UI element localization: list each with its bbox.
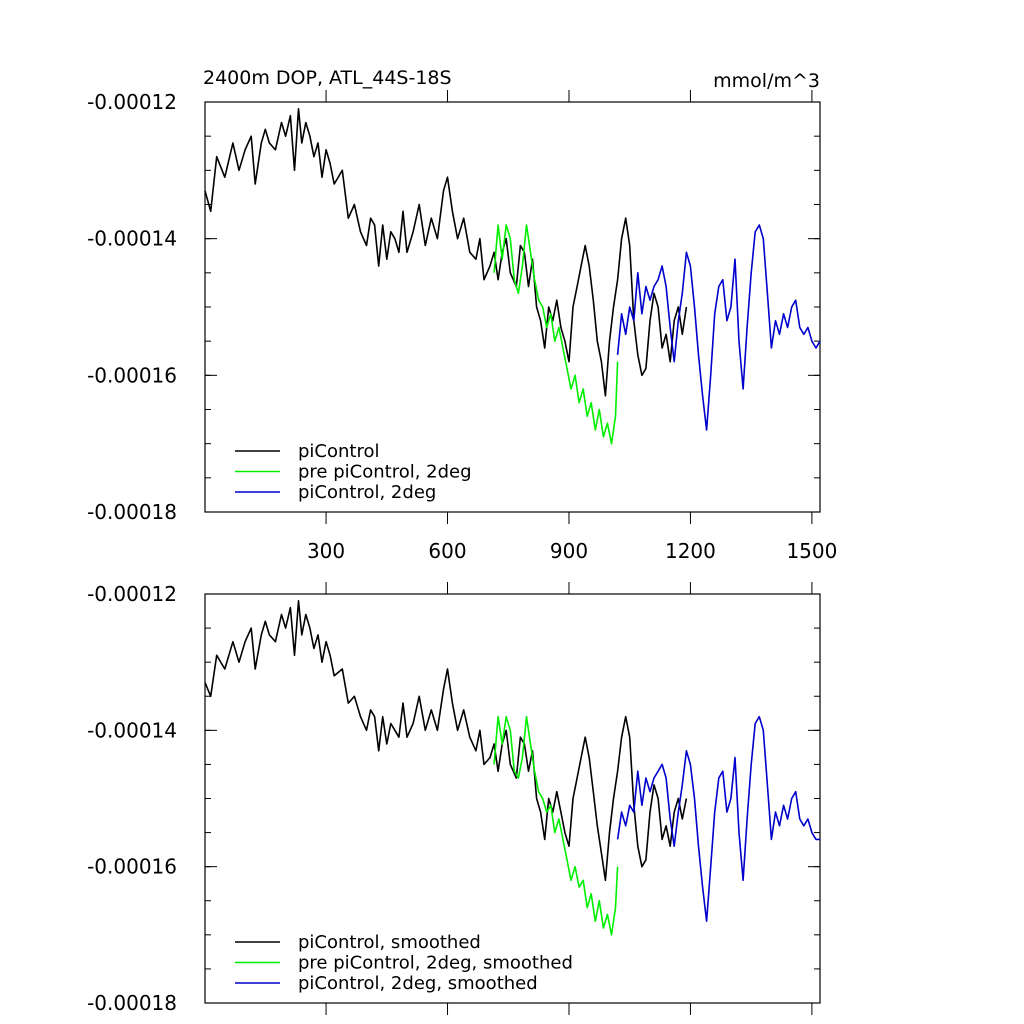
x-tick-label: 1200 [665, 539, 716, 563]
legend-label: pre piControl, 2deg, smoothed [298, 953, 573, 974]
legend-label: piControl [298, 441, 380, 462]
legend-label: pre piControl, 2deg [298, 462, 472, 483]
legend-label: piControl, 2deg, smoothed [298, 973, 538, 994]
series-line-2 [616, 715, 820, 923]
y-tick-label: -0.00012 [87, 582, 177, 606]
y-tick-label: -0.00016 [87, 855, 177, 879]
legend-label: piControl, 2deg [298, 482, 436, 503]
y-tick-label: -0.00018 [87, 500, 177, 524]
series-line-1 [493, 715, 619, 936]
y-tick-label: -0.00012 [87, 90, 177, 114]
x-tick-label: 900 [550, 539, 588, 563]
units-label: mmol/m^3 [713, 70, 820, 92]
series-line-0 [204, 599, 688, 882]
bottom-panel: -0.00012 -0.00014 -0.00016 -0.00018 piContro… [87, 582, 821, 1015]
series-line-2 [616, 224, 821, 431]
x-tick-label: 600 [428, 539, 466, 563]
top-panel: 2400m DOP, ATL_44S-18S mmol/m^3 -0.00012… [87, 67, 837, 563]
y-tick-label: -0.00016 [87, 363, 177, 387]
chart-title: 2400m DOP, ATL_44S-18S [203, 67, 452, 89]
series-line-0 [204, 108, 688, 397]
y-tick-label: -0.00014 [87, 718, 177, 742]
x-tick-label: 300 [307, 539, 345, 563]
x-tick-label: 1500 [786, 539, 837, 563]
series-line-1 [493, 224, 619, 445]
y-tick-label: -0.00018 [87, 991, 177, 1015]
legend-label: piControl, smoothed [298, 932, 481, 953]
y-tick-label: -0.00014 [87, 227, 177, 251]
